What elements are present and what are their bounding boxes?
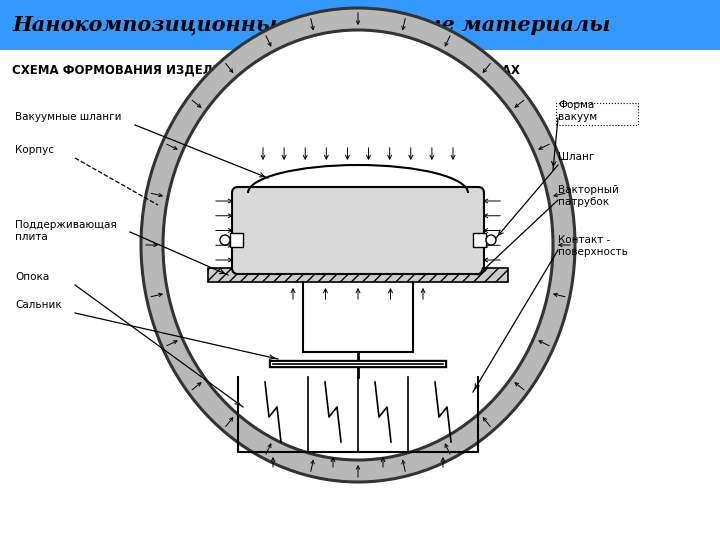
Bar (0, 0, 720, 50)
Ellipse shape (141, 8, 575, 482)
Text: вакуум: вакуум (558, 112, 597, 122)
Bar (556, 103, 638, 125)
Text: плита: плита (15, 232, 48, 242)
Text: Форма: Форма (558, 100, 594, 110)
Text: Поддерживающая: Поддерживающая (15, 220, 117, 230)
Text: Вакуумные шланги: Вакуумные шланги (15, 112, 122, 122)
Text: Сальник: Сальник (15, 300, 62, 310)
Text: поверхность: поверхность (558, 247, 628, 257)
Text: Контакт -: Контакт - (558, 235, 611, 245)
Text: патрубок: патрубок (558, 197, 609, 207)
Text: Опока: Опока (15, 272, 49, 282)
Bar (473, 233, 486, 247)
Text: СХЕМА ФОРМОВАНИЯ ИЗДЕЛИЙ ИЗ ПКМ В АВТОКЛАВАХ И ГИДРОКЛАВАХ: СХЕМА ФОРМОВАНИЯ ИЗДЕЛИЙ ИЗ ПКМ В АВТОКЛ… (12, 63, 520, 77)
FancyBboxPatch shape (232, 187, 484, 274)
Circle shape (486, 235, 496, 245)
Ellipse shape (163, 30, 553, 460)
Text: Вакторный: Вакторный (558, 185, 619, 195)
Text: Шланг: Шланг (558, 152, 595, 162)
Text: Нанокомпозиционные полимерные материалы: Нанокомпозиционные полимерные материалы (12, 15, 611, 35)
Bar (208, 268, 508, 282)
Bar (230, 233, 243, 247)
Text: Корпус: Корпус (15, 145, 54, 155)
Circle shape (220, 235, 230, 245)
